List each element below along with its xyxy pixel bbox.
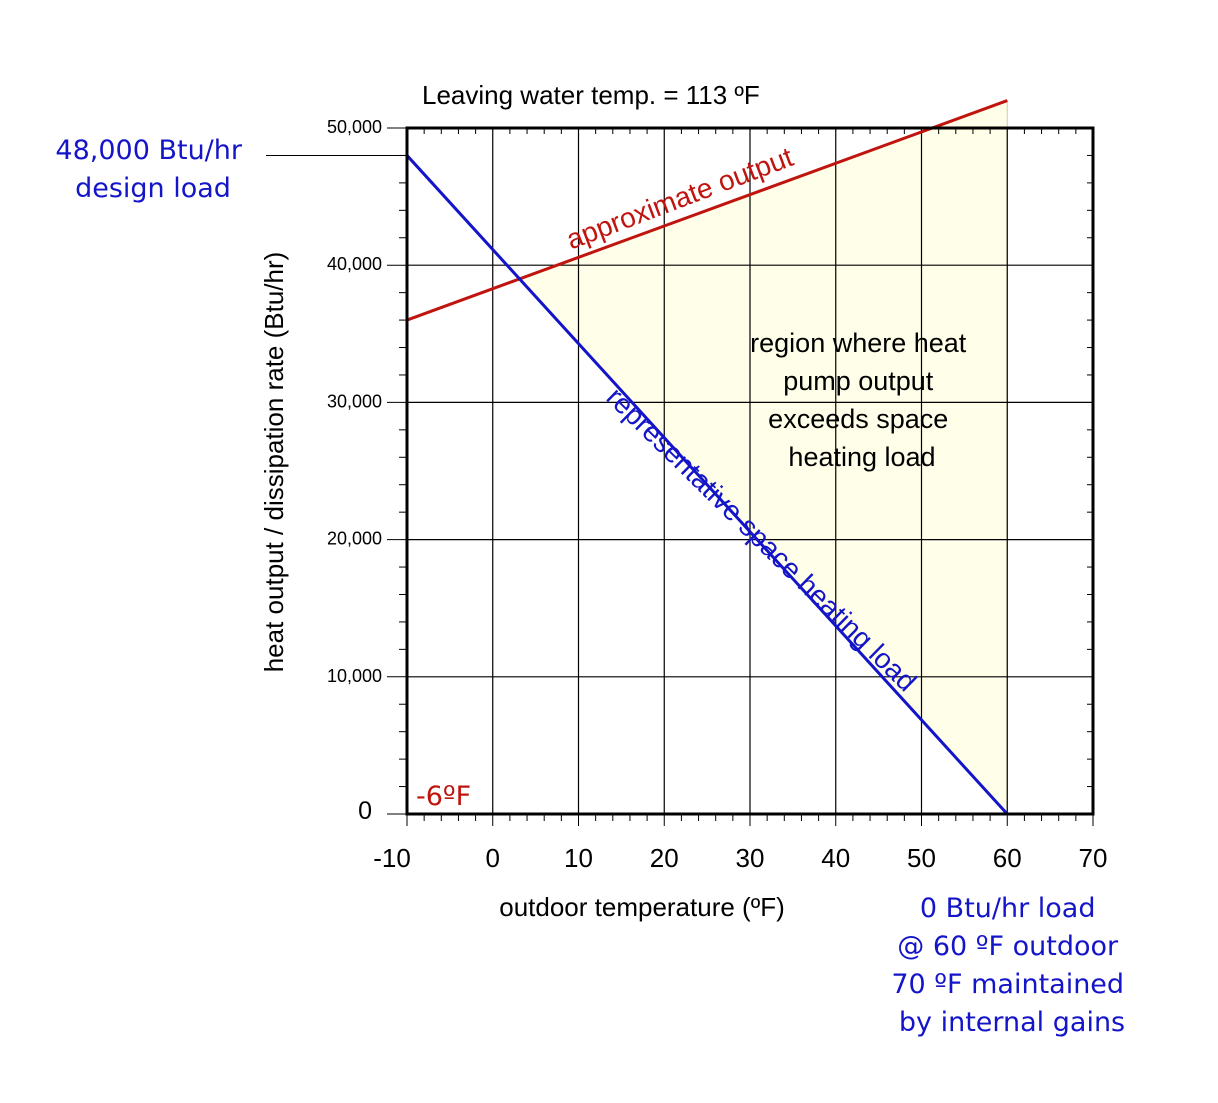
horizontal-gridlines bbox=[407, 264, 1093, 678]
y-axis-label: heat output / dissipation rate (Btu/hr) bbox=[259, 252, 289, 673]
region-label-line-3: exceeds space bbox=[768, 404, 948, 434]
x-tick-label: 30 bbox=[736, 843, 765, 873]
x-tick-label: 10 bbox=[564, 843, 593, 873]
region-label: region where heat pump output exceeds sp… bbox=[750, 328, 974, 472]
x-tick-labels: -10 0 10 20 30 40 50 60 70 bbox=[373, 843, 1107, 873]
zero-load-line-4: by internal gains bbox=[899, 1007, 1125, 1038]
x-tick-label: 0 bbox=[486, 843, 500, 873]
region-label-line-4: heating load bbox=[788, 442, 935, 472]
x-tick-label: 60 bbox=[993, 843, 1022, 873]
x-tick-label: 40 bbox=[821, 843, 850, 873]
x-tick-label: -10 bbox=[373, 843, 411, 873]
vertical-gridlines bbox=[492, 128, 1008, 814]
x-tick-label: 20 bbox=[650, 843, 679, 873]
design-temp-annotation: -6ºF bbox=[416, 781, 471, 812]
x-tick-label: 70 bbox=[1079, 843, 1108, 873]
region-label-line-1: region where heat bbox=[750, 328, 967, 358]
y-tick-labels: 0 10,000 20,000 30,000 40,000 50,000 bbox=[327, 117, 382, 825]
plot-frame bbox=[405, 126, 1095, 816]
design-load-annotation: 48,000 Btu/hr design load bbox=[55, 135, 250, 204]
zero-load-line-3: 70 ºF maintained bbox=[891, 969, 1124, 1000]
approximate-output-line bbox=[406, 99, 1008, 322]
design-load-value-text: 48,000 Btu/hr bbox=[55, 135, 242, 166]
design-load-caption: design load bbox=[75, 173, 231, 204]
zero-load-line-2: @ 60 ºF outdoor bbox=[897, 931, 1119, 962]
y-tick-label: 50,000 bbox=[327, 117, 382, 137]
x-axis-label: outdoor temperature (ºF) bbox=[499, 892, 785, 922]
y-tick-label: 40,000 bbox=[327, 254, 382, 274]
region-label-line-2: pump output bbox=[783, 366, 934, 396]
y-tick-label: 30,000 bbox=[327, 391, 382, 411]
y-tick-label: 20,000 bbox=[327, 529, 382, 549]
y-tick-label: 10,000 bbox=[327, 666, 382, 686]
zero-load-annotation: 0 Btu/hr load @ 60 ºF outdoor 70 ºF main… bbox=[891, 893, 1132, 1038]
chart-title: Leaving water temp. = 113 ºF bbox=[422, 80, 760, 110]
space-heating-load-line bbox=[405, 154, 1009, 816]
y-tick-label: 0 bbox=[358, 797, 372, 825]
zero-load-line-1: 0 Btu/hr load bbox=[920, 893, 1096, 924]
x-tick-label: 50 bbox=[907, 843, 936, 873]
